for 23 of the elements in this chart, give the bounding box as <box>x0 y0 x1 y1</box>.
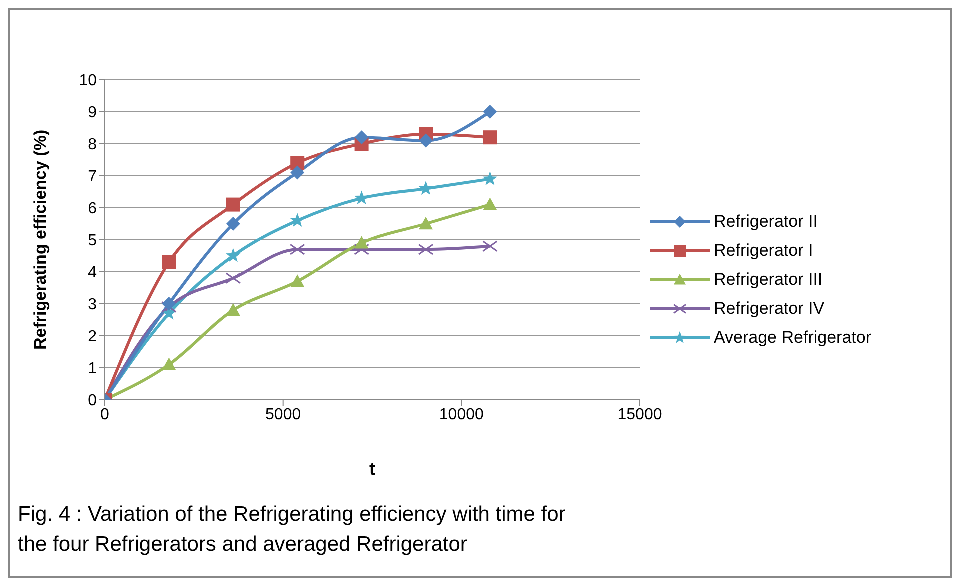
legend-label: Refrigerator II <box>714 212 818 232</box>
y-tick-label: 10 <box>79 72 98 90</box>
legend-label: Refrigerator III <box>714 270 823 290</box>
y-tick-label: 4 <box>88 264 98 282</box>
y-tick-label: 6 <box>88 200 98 218</box>
y-tick-label: 8 <box>88 136 98 154</box>
y-tick-label: 0 <box>88 392 98 410</box>
legend-label: Refrigerator I <box>714 241 814 261</box>
x-tick-label: 5000 <box>266 406 302 424</box>
y-axis-title: Refrigerating efficiency (%) <box>31 130 50 350</box>
x-axis-title: t <box>370 459 376 479</box>
y-tick-label: 3 <box>88 296 98 314</box>
y-tick-label: 9 <box>88 104 98 122</box>
y-tick-label: 5 <box>88 232 98 250</box>
y-tick-label: 1 <box>88 360 98 378</box>
y-tick-label: 2 <box>88 328 98 346</box>
legend-label: Refrigerator IV <box>714 299 825 319</box>
x-tick-label: 15000 <box>618 406 662 424</box>
x-tick-label: 10000 <box>439 406 484 424</box>
x-tick-label: 0 <box>100 406 110 424</box>
y-tick-label: 7 <box>88 168 98 186</box>
caption: Fig. 4 : Variation of the Refrigerating efficiency with time for the four Refrigerators and averaged Refrigerator <box>18 502 567 558</box>
legend-label: Average Refrigerator <box>714 328 872 348</box>
